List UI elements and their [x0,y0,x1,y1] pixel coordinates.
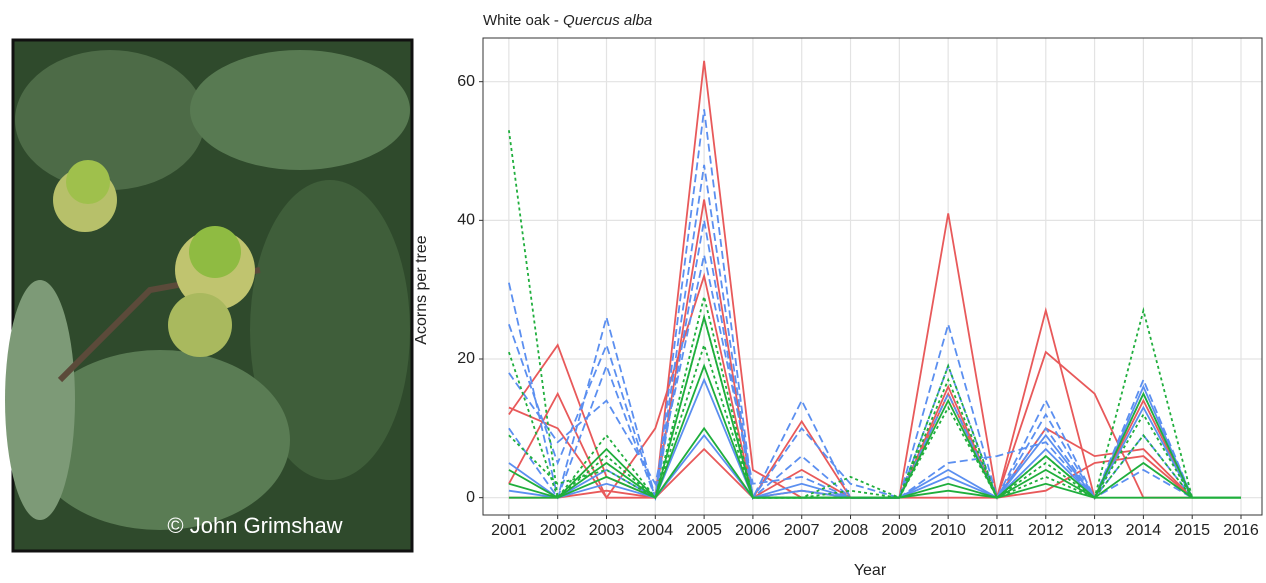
series-line [508,313,1193,500]
x-tick-label: 2010 [930,522,966,539]
y-tick-label: 60 [457,73,475,90]
y-tick-label: 40 [457,212,475,229]
leaf [30,350,290,530]
x-tick-label: 2006 [735,522,771,539]
x-tick-label: 2014 [1126,522,1162,539]
series-line [508,109,1194,501]
acorn [168,293,232,357]
x-tick-label: 2008 [833,522,869,539]
y-tick-label: 0 [466,489,475,506]
y-axis-label: Acorns per tree [413,235,430,344]
x-axis-label: Year [854,562,887,579]
series-line [508,164,1194,501]
leaf [190,50,410,170]
leaf [5,280,75,520]
photo-credit: © John Grimshaw [167,513,342,538]
x-tick-label: 2004 [638,522,674,539]
acorn [66,160,110,204]
x-tick-label: 2005 [686,522,722,539]
series-line [508,426,1241,499]
plot-background [483,38,1262,515]
x-tick-label: 2007 [784,522,820,539]
leaf [250,180,410,480]
x-tick-label: 2013 [1077,522,1113,539]
x-tick-label: 2016 [1223,522,1259,539]
x-tick-label: 2015 [1174,522,1210,539]
x-tick-label: 2001 [491,522,527,539]
x-tick-label: 2002 [540,522,576,539]
title-plain: White oak - [483,12,559,29]
plot-border [482,37,1263,516]
leaf [15,50,205,190]
x-tick-label: 2003 [589,522,625,539]
y-tick-label: 20 [457,350,475,367]
x-tick-label: 2009 [882,522,918,539]
series-line [508,342,1193,500]
photo: © John Grimshaw [5,38,414,553]
series-line [508,254,1193,500]
acorn [189,226,241,278]
chart-title: White oak - Quercus alba [483,12,652,29]
x-tick-label: 2012 [1028,522,1064,539]
title-italic: Quercus alba [563,12,652,29]
x-tick-label: 2011 [980,522,1015,539]
series-line [508,130,1194,500]
